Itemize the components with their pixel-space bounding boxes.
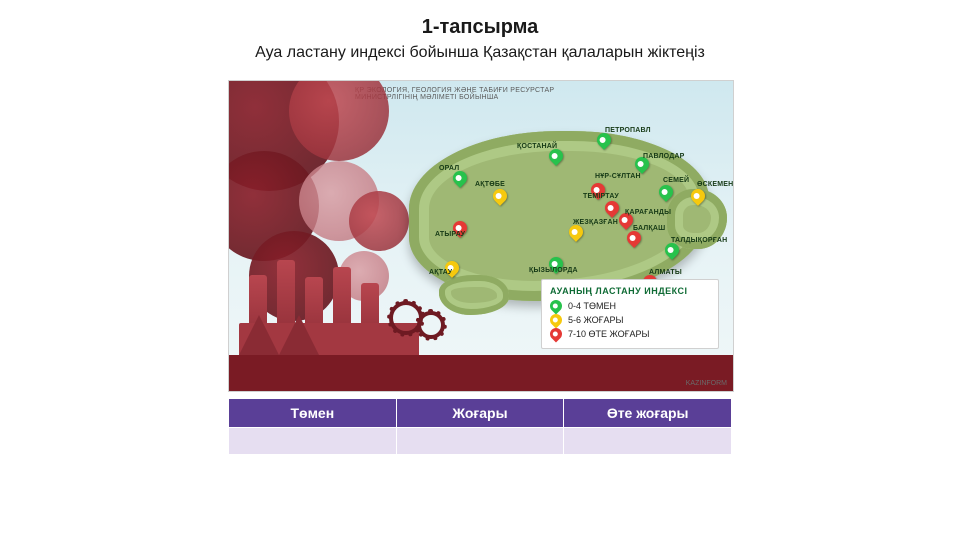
table-row	[229, 428, 732, 455]
pin-icon	[548, 312, 565, 329]
legend-label: 7-10 ӨТЕ ЖОҒАРЫ	[568, 329, 649, 339]
task-subtitle: Ауа ластану индексі бойынша Қазақстан қа…	[0, 44, 960, 62]
gear-icon	[417, 311, 445, 339]
factory-silhouette	[239, 265, 439, 355]
city-label: СЕМЕЙ	[663, 177, 689, 184]
col-low: Төмен	[229, 399, 397, 428]
cell-low[interactable]	[229, 428, 397, 455]
city-label: ТАЛДЫҚОРҒАН	[671, 237, 727, 244]
smoke-cloud	[349, 191, 409, 251]
legend-row-high: 5-6 ЖОҒАРЫ	[550, 314, 710, 326]
city-label: ҚЫЗЫЛОРДА	[529, 267, 578, 274]
city-label: ПЕТРОПАВЛ	[605, 127, 651, 134]
legend-row-very-high: 7-10 ӨТЕ ЖОҒАРЫ	[550, 328, 710, 340]
task-title: 1-тапсырма	[0, 16, 960, 39]
city-label: АҚТӨБЕ	[475, 181, 505, 188]
city-label: ӨСКЕМЕН	[697, 181, 733, 188]
map-figure: ҚР ЭКОЛОГИЯ, ГЕОЛОГИЯ ЖӘНЕ ТАБИҒИ РЕСУРС…	[228, 80, 734, 392]
ground-strip	[229, 355, 733, 391]
table-header-row: Төмен Жоғары Өте жоғары	[229, 399, 732, 428]
legend-label: 5-6 ЖОҒАРЫ	[568, 315, 623, 325]
city-label: НҰР-СҰЛТАН	[595, 173, 641, 180]
pin-icon	[548, 298, 565, 315]
pin-icon	[548, 326, 565, 343]
cell-very-high[interactable]	[564, 428, 732, 455]
city-label: ҚАРАҒАНДЫ	[625, 209, 671, 216]
figure-caption: ҚР ЭКОЛОГИЯ, ГЕОЛОГИЯ ЖӘНЕ ТАБИҒИ РЕСУРС…	[355, 87, 607, 101]
legend-title: АУАНЫҢ ЛАСТАНУ ИНДЕКСІ	[550, 286, 710, 296]
slide: 1-тапсырма Ауа ластану индексі бойынша Қ…	[0, 0, 960, 540]
legend-box: АУАНЫҢ ЛАСТАНУ ИНДЕКСІ 0-4 ТӨМЕН 5-6 ЖОҒ…	[541, 279, 719, 349]
city-label: ҚОСТАНАЙ	[517, 143, 557, 150]
city-label: ПАВЛОДАР	[643, 153, 685, 160]
figure-credit: KAZINFORM	[686, 380, 727, 387]
city-label: АЛМАТЫ	[649, 269, 682, 276]
city-label: АТЫРАУ	[435, 231, 465, 238]
classification-table: Төмен Жоғары Өте жоғары	[228, 398, 732, 455]
legend-row-low: 0-4 ТӨМЕН	[550, 300, 710, 312]
city-label: ОРАЛ	[439, 165, 459, 172]
col-high: Жоғары	[396, 399, 564, 428]
legend-label: 0-4 ТӨМЕН	[568, 301, 616, 311]
col-very-high: Өте жоғары	[564, 399, 732, 428]
city-label: ЖЕЗҚАЗҒАН	[573, 219, 618, 226]
city-label: ТЕМІРТАУ	[583, 193, 619, 200]
cell-high[interactable]	[396, 428, 564, 455]
city-label: БАЛҚАШ	[633, 225, 665, 232]
